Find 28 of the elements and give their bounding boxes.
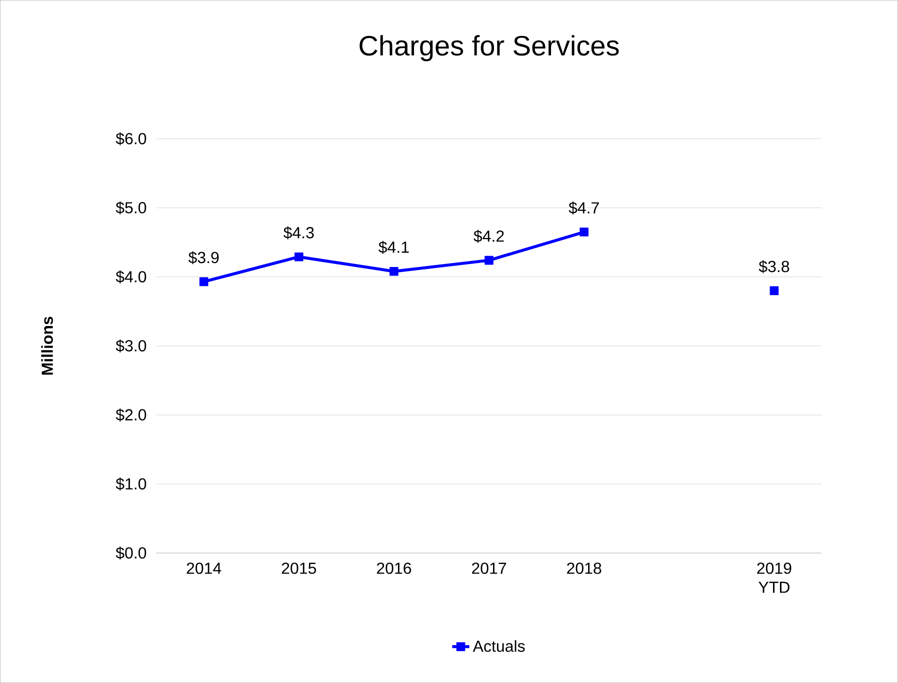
data-label: $3.9 bbox=[188, 251, 219, 264]
y-tick-label: $0.0 bbox=[116, 546, 146, 560]
y-tick-label: $2.0 bbox=[116, 408, 146, 422]
chart-title: Charges for Services bbox=[360, 35, 619, 62]
x-tick-label: 2014 bbox=[186, 562, 222, 574]
point bbox=[484, 256, 494, 265]
point bbox=[770, 286, 779, 296]
point bbox=[294, 252, 304, 262]
data-label: $4.7 bbox=[568, 202, 599, 215]
data-label: $4.3 bbox=[283, 226, 314, 240]
y-tick-label: $5.0 bbox=[116, 201, 146, 214]
x-tick-label: 2016 bbox=[376, 562, 412, 574]
x-tick-label: 2017 bbox=[472, 562, 506, 574]
y-tick-label: $4.0 bbox=[116, 270, 146, 284]
data-label: $3.8 bbox=[758, 260, 790, 274]
y-tick-label: $3.0 bbox=[116, 340, 146, 352]
y-tick-label: $1.0 bbox=[116, 478, 146, 491]
data-label: $4.2 bbox=[474, 230, 504, 243]
data-label: $4.1 bbox=[378, 240, 409, 254]
legend-label: Actuals bbox=[472, 640, 525, 652]
x-tick-label: 2019 YTD bbox=[757, 562, 792, 593]
point bbox=[199, 277, 208, 286]
y-tick-label: $6.0 bbox=[116, 132, 146, 146]
x-tick-label: 2018 bbox=[567, 562, 602, 574]
point bbox=[580, 228, 588, 236]
x-tick-label: 2015 bbox=[282, 562, 316, 574]
point bbox=[390, 267, 398, 276]
y-axis-title: Millions bbox=[41, 316, 53, 375]
